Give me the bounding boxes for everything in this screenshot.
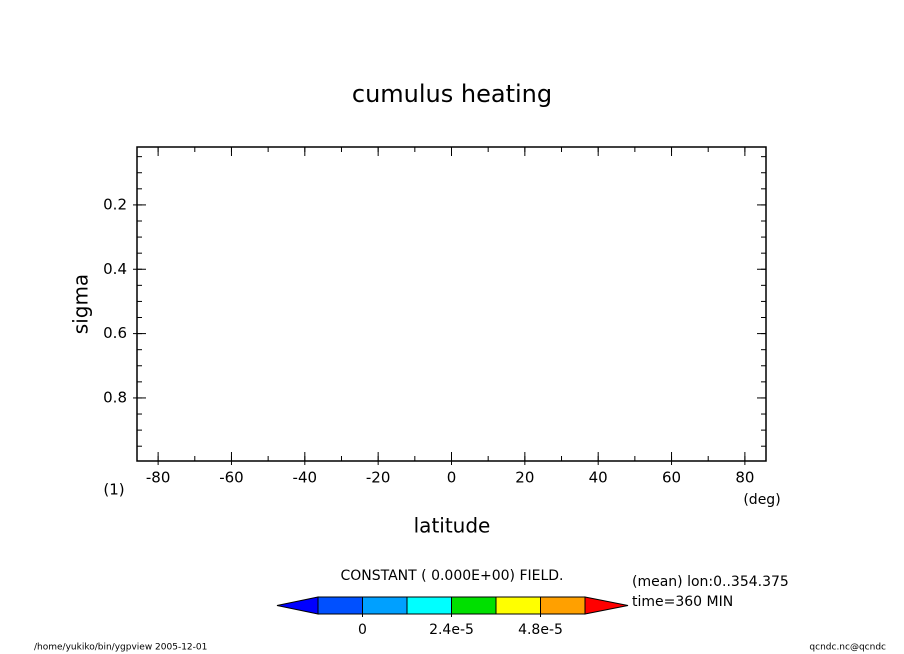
colorbar-tick-label: 4.8e-5 [518, 622, 563, 638]
panel-label: (1) [103, 481, 124, 499]
x-tick-label: 60 [662, 469, 681, 487]
colorbar-segment [540, 596, 586, 615]
field-note: CONSTANT ( 0.000E+00) FIELD. [340, 568, 563, 584]
x-axis-label: latitude [414, 514, 491, 538]
colorbar-segment [406, 596, 452, 615]
x-tick-label: 80 [735, 469, 754, 487]
footer-right: qcndc.nc@qcndc [809, 643, 886, 653]
y-tick-label: 0.8 [103, 388, 127, 406]
x-tick-label: 40 [589, 469, 608, 487]
colorbar-triangle [584, 596, 629, 615]
x-tick-label: -40 [293, 469, 318, 487]
x-tick-label: -80 [146, 469, 171, 487]
y-tick-label: 0.4 [103, 260, 127, 278]
footer-left: /home/yukiko/bin/ygpview 2005-12-01 [34, 643, 207, 653]
colorbar-segment [495, 596, 541, 615]
x-tick-label: -20 [366, 469, 391, 487]
y-tick-label: 0.2 [103, 195, 127, 213]
colorbar-tick-label: 0 [358, 622, 367, 638]
info-text: time=360 MIN [632, 594, 733, 610]
colorbar-segment [317, 596, 363, 615]
info-text: (mean) lon:0..354.375 [632, 574, 789, 590]
y-axis-label: sigma [69, 274, 93, 334]
chart-title: cumulus heating [352, 80, 552, 108]
y-tick-label: 0.6 [103, 324, 127, 342]
colorbar-segment [362, 596, 408, 615]
colorbar-tick-label: 2.4e-5 [429, 622, 474, 638]
x-tick-label: 20 [515, 469, 534, 487]
x-tick-label: -60 [219, 469, 244, 487]
colorbar-segment [451, 596, 497, 615]
x-unit: (deg) [743, 492, 780, 508]
x-tick-label: 0 [447, 469, 457, 487]
